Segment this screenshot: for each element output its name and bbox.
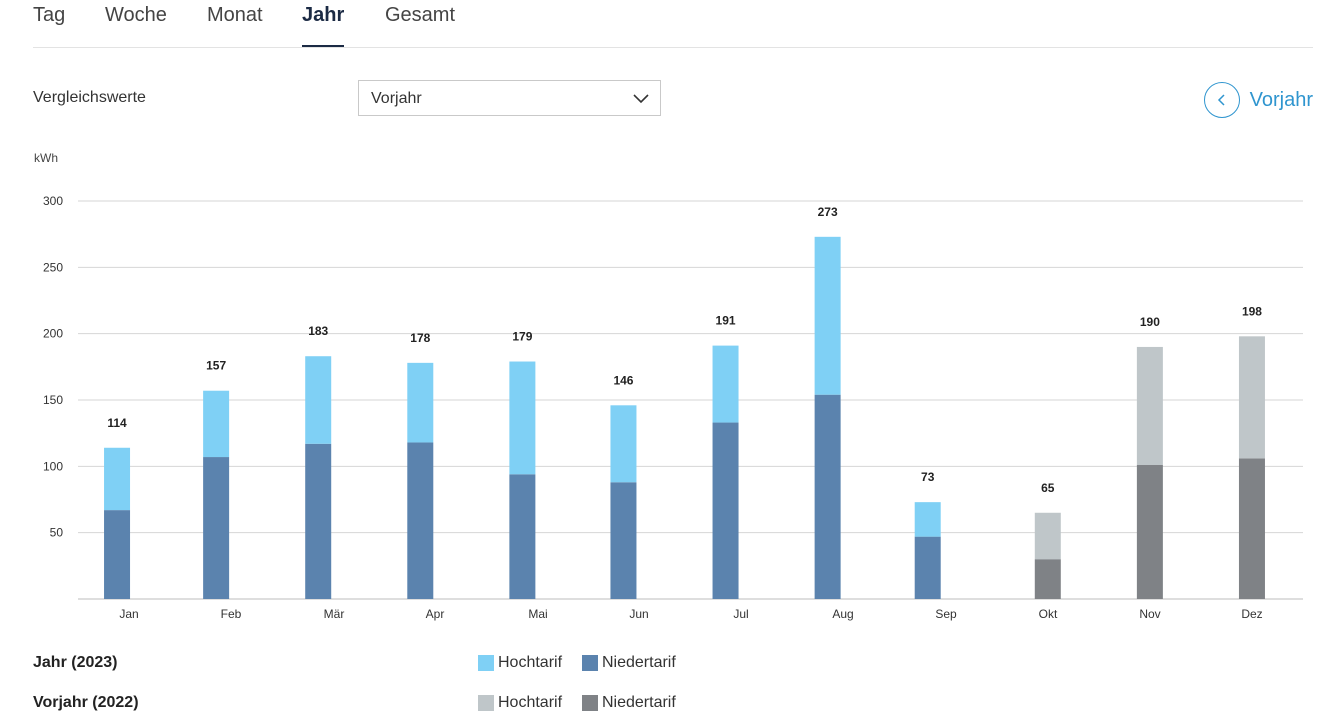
y-tick-label: 100 — [43, 459, 63, 473]
chevron-left-icon — [1217, 94, 1225, 106]
x-tick-label-Dez: Dez — [1241, 607, 1262, 621]
legend-current-hoch: Hochtarif — [478, 654, 562, 672]
period-tabs: Tag Woche Monat Jahr Gesamt — [33, 0, 1313, 48]
bar-Mai-hochtarif — [509, 361, 536, 475]
legend-current-hoch-label: Hochtarif — [498, 654, 563, 671]
x-tick-label-Aug: Aug — [832, 607, 853, 621]
legend-swatch-current-nieder — [582, 655, 598, 671]
bar-Aug-hochtarif — [814, 236, 841, 395]
data-label-Jun: 146 — [613, 373, 633, 387]
bar-Sep-niedertarif — [914, 536, 941, 599]
bar-Apr-hochtarif — [407, 362, 434, 443]
x-tick-label-Jul: Jul — [733, 607, 748, 621]
data-label-Okt: 65 — [1041, 481, 1055, 495]
bar-Nov-hochtarif — [1136, 346, 1163, 466]
x-tick-label-Sep: Sep — [935, 607, 957, 621]
legend-current: Jahr (2023) Hochtarif Niedertarif — [33, 653, 1313, 675]
data-label-Sep: 73 — [921, 470, 935, 484]
bar-Okt-hochtarif — [1034, 512, 1061, 560]
previous-year-label: Vorjahr — [1249, 88, 1313, 111]
chevron-down-icon — [633, 94, 649, 104]
previous-year-button[interactable]: Vorjahr — [1203, 80, 1313, 120]
x-tick-label-Feb: Feb — [221, 607, 242, 621]
x-tick-label-Jun: Jun — [629, 607, 648, 621]
tab-woche[interactable]: Woche — [105, 4, 167, 26]
legend-previous-hoch: Hochtarif — [478, 694, 562, 712]
bar-Jun-hochtarif — [610, 405, 637, 483]
tab-gesamt[interactable]: Gesamt — [385, 4, 456, 26]
compare-select-value: Vorjahr — [371, 90, 422, 107]
x-tick-label-Apr: Apr — [426, 607, 445, 621]
bar-Jan-hochtarif — [104, 447, 131, 511]
bar-Mär-hochtarif — [305, 356, 332, 444]
energy-bar-chart: 50 100 150 200 250 300 114 157 183 178 179 146 191 27… — [43, 194, 1303, 621]
bar-Jul-hochtarif — [712, 345, 739, 423]
y-tick-label: 250 — [43, 260, 63, 274]
data-label-Jan: 114 — [107, 416, 127, 430]
legend-current-title: Jahr (2023) — [33, 654, 118, 671]
data-label-Apr: 178 — [410, 331, 430, 345]
compare-select[interactable]: Vorjahr — [358, 80, 661, 116]
bar-Feb-hochtarif — [203, 390, 230, 458]
tab-tag[interactable]: Tag — [33, 4, 66, 26]
bar-Jan-niedertarif — [104, 510, 131, 599]
bar-Dez-hochtarif — [1238, 336, 1265, 459]
bar-Mär-niedertarif — [305, 443, 332, 599]
legend-previous-title: Vorjahr (2022) — [33, 694, 139, 711]
data-label-Mär: 183 — [308, 324, 328, 338]
tab-jahr[interactable]: Jahr — [302, 4, 345, 47]
y-tick-label: 300 — [43, 194, 63, 208]
legend-swatch-previous-nieder — [582, 695, 598, 711]
tab-monat[interactable]: Monat — [207, 4, 263, 26]
x-tick-label-Nov: Nov — [1139, 607, 1160, 621]
legend-previous-nieder: Niedertarif — [582, 694, 676, 712]
x-tick-label-Mär: Mär — [324, 607, 345, 621]
data-label-Dez: 198 — [1242, 304, 1262, 318]
y-tick-label: 150 — [43, 393, 63, 407]
bar-Nov-niedertarif — [1136, 465, 1163, 599]
x-tick-label-Jan: Jan — [119, 607, 138, 621]
y-tick-label: 50 — [50, 526, 64, 540]
legend-current-nieder-label: Niedertarif — [602, 654, 676, 671]
y-tick-label: 200 — [43, 327, 63, 341]
legend-previous-nieder-label: Niedertarif — [602, 694, 676, 711]
legend-swatch-previous-hoch — [478, 695, 494, 711]
y-axis-unit: kWh — [34, 151, 58, 165]
bar-Feb-niedertarif — [203, 457, 230, 599]
data-label-Jul: 191 — [716, 314, 736, 328]
bar-Apr-niedertarif — [407, 442, 434, 599]
data-label-Aug: 273 — [818, 205, 838, 219]
data-label-Feb: 157 — [206, 359, 226, 373]
legend-current-nieder: Niedertarif — [582, 654, 676, 672]
x-tick-label-Okt: Okt — [1039, 607, 1058, 621]
data-label-Mai: 179 — [512, 330, 532, 344]
bar-Aug-niedertarif — [814, 394, 841, 599]
legend-previous-hoch-label: Hochtarif — [498, 694, 563, 711]
bar-Okt-niedertarif — [1034, 559, 1061, 599]
previous-circle — [1203, 82, 1240, 118]
bar-Mai-niedertarif — [509, 474, 536, 599]
bar-Jun-niedertarif — [610, 482, 637, 599]
bar-Sep-hochtarif — [914, 502, 941, 537]
legend-previous: Vorjahr (2022) Hochtarif Niedertarif — [33, 693, 1313, 715]
legend-swatch-current-hoch — [478, 655, 494, 671]
x-tick-label-Mai: Mai — [528, 607, 547, 621]
compare-label: Vergleichswerte — [33, 89, 146, 106]
data-label-Nov: 190 — [1140, 315, 1160, 329]
bar-Jul-niedertarif — [712, 422, 739, 599]
bar-Dez-niedertarif — [1238, 458, 1265, 599]
